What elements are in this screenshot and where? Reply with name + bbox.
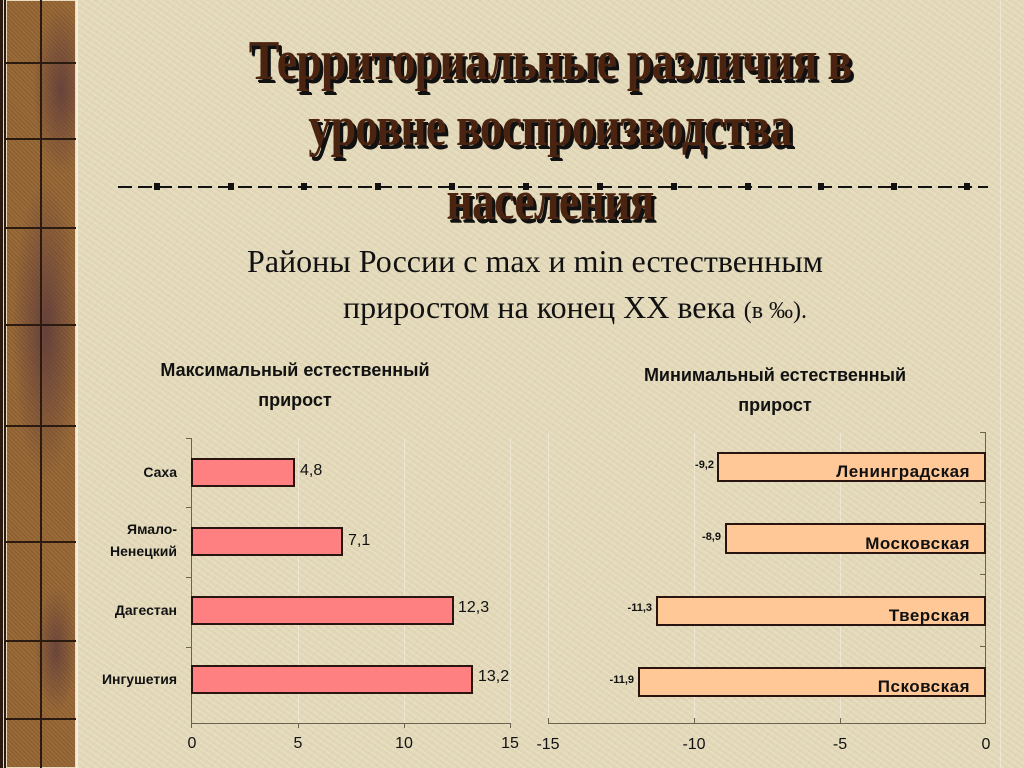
x-tick [985, 718, 986, 723]
y-tick [186, 647, 191, 648]
bar-label-pskovskaya: Псковская [877, 677, 970, 696]
bar-label-tverskaya: Тверская [888, 606, 970, 625]
x-tick-label: -15 [536, 736, 560, 753]
subtitle-line-2: приростом на конец XX века [342, 289, 736, 325]
value-label: -11,3 [627, 602, 652, 614]
min-chart-title-line1: Минимальный естественный [643, 365, 907, 385]
y-axis [985, 432, 986, 723]
x-tick-label: -5 [832, 736, 848, 753]
bar-leningradskaya [717, 452, 986, 482]
max-chart-title: Максимальный естественный прирост [110, 355, 480, 415]
bar-tverskaya [656, 596, 986, 626]
y-axis [191, 438, 192, 724]
x-tick [548, 718, 549, 723]
bar-dagestan [191, 596, 454, 625]
value-label: 4,8 [300, 462, 323, 479]
x-tick [840, 718, 841, 723]
left-border-line [0, 0, 3, 768]
y-tick [980, 574, 985, 575]
gridline [298, 438, 299, 723]
slide-title: Территориальные различия в уровне воспро… [181, 28, 919, 234]
gridline [694, 433, 695, 723]
category-label-saha: Саха [143, 464, 177, 480]
category-label-dagestan: Дагестан [114, 602, 177, 618]
subtitle-line-1: Районы России с max и min естественным [247, 243, 823, 279]
x-axis [191, 723, 511, 724]
title-line-2: уровне воспроизводства [308, 96, 792, 158]
value-label: -9,2 [695, 459, 714, 471]
category-label-ingushetia: Ингушетия [101, 671, 177, 687]
x-tick-label: 15 [501, 735, 519, 752]
gridline [404, 438, 405, 723]
gridline [510, 438, 511, 723]
category-label-yamal: Ямало- Ненецкий [110, 521, 177, 559]
y-tick [186, 507, 191, 508]
x-tick-label: 10 [395, 735, 413, 752]
min-chart-title: Минимальный естественный прирост [590, 360, 960, 420]
bar-pskovskaya [638, 667, 986, 697]
bar-saha [191, 458, 295, 487]
x-tick [404, 723, 405, 728]
value-label: -8,9 [702, 531, 721, 543]
bar-label-leningradskaya: Ленинградская [836, 462, 970, 481]
strip-divider [6, 718, 76, 720]
x-tick [191, 723, 192, 728]
y-tick [980, 646, 985, 647]
x-tick [694, 718, 695, 723]
strip-divider [6, 425, 76, 427]
x-tick-label: 5 [293, 735, 303, 752]
strip-divider [6, 324, 76, 326]
gridline [1000, 0, 1001, 768]
value-label: 7,1 [348, 532, 371, 549]
x-tick-label: -10 [682, 736, 706, 753]
x-tick [298, 723, 299, 728]
x-tick-label: 0 [187, 735, 197, 752]
strip-divider [40, 0, 42, 768]
max-chart-title-line1: Максимальный естественный [160, 360, 430, 380]
strip-divider [6, 138, 76, 140]
strip-edge-highlight [76, 0, 78, 768]
y-tick [980, 502, 985, 503]
bar-yamal [191, 527, 343, 556]
value-label: 13,2 [478, 668, 510, 685]
y-tick [186, 438, 191, 439]
bar-moskovskaya [725, 523, 986, 554]
bar-label-moskovskaya: Московская [865, 534, 970, 553]
y-tick [980, 432, 985, 433]
value-label: 12,3 [458, 599, 490, 616]
strip-divider [6, 227, 76, 229]
min-chart-title-line2: прирост [738, 395, 812, 415]
max-chart-title-line2: прирост [258, 390, 332, 410]
y-tick [186, 577, 191, 578]
decorative-side-strip [4, 0, 78, 768]
slide-subtitle: Районы России с max и min естественным п… [140, 238, 930, 334]
bar-ingushetia [191, 665, 473, 694]
dashed-divider [118, 183, 988, 191]
subtitle-unit: (в ‰). [743, 298, 808, 324]
x-tick-label: 0 [981, 736, 991, 753]
title-line-1: Территориальные различия в [248, 30, 852, 92]
strip-divider [6, 62, 76, 64]
value-label: -11,9 [609, 674, 634, 686]
strip-divider [6, 541, 76, 543]
x-axis [548, 723, 986, 724]
gridline [548, 433, 549, 723]
title-line-3: населения [446, 170, 654, 232]
x-tick [510, 723, 511, 728]
strip-divider [6, 640, 76, 642]
gridline [840, 433, 841, 723]
